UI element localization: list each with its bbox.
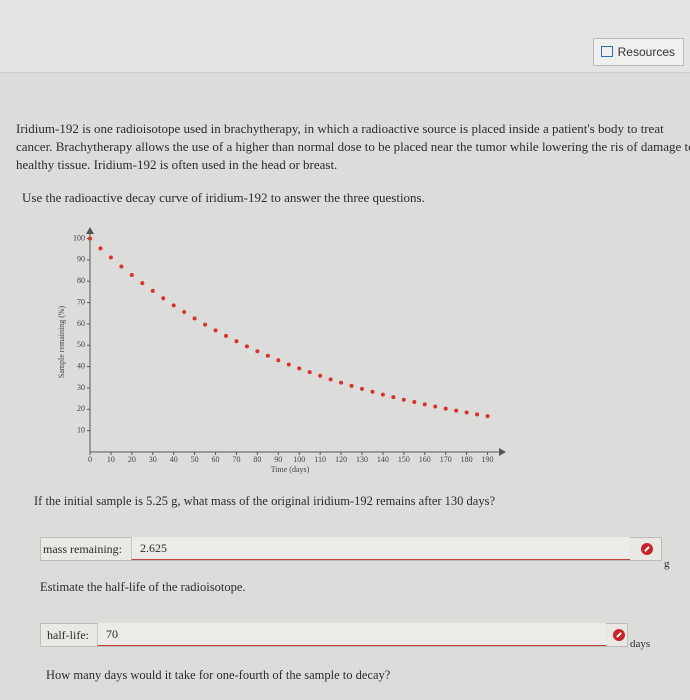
x-tick-label: 70 — [232, 455, 240, 464]
y-tick-label: 70 — [77, 297, 85, 306]
data-point — [234, 339, 239, 344]
x-tick-label: 140 — [377, 455, 389, 464]
question-3: How many days would it take for one-four… — [46, 668, 391, 682]
instruction: Use the radioactive decay curve of iridi… — [22, 190, 425, 205]
data-point — [161, 296, 166, 301]
y-tick-label: 80 — [77, 276, 85, 285]
x-tick-label: 110 — [314, 455, 326, 464]
unit: days — [630, 638, 651, 650]
data-point — [182, 309, 187, 314]
data-point — [328, 377, 333, 382]
x-axis-label: Time (days) — [271, 465, 310, 474]
data-point — [433, 404, 438, 409]
data-point — [318, 373, 323, 378]
data-point — [401, 397, 406, 402]
x-tick-label: 130 — [356, 455, 368, 464]
x-tick-label: 120 — [335, 455, 347, 464]
question-1: If the initial sample is 5.25 g, what ma… — [34, 494, 496, 508]
top-bar: Resources — [0, 0, 690, 73]
data-point — [88, 236, 92, 241]
answer-2: half-life: 70 — [40, 623, 628, 647]
question-2: Estimate the half-life of the radioisoto… — [40, 580, 246, 594]
y-axis-label: Sample remaining (%) — [57, 305, 66, 378]
x-tick-label: 160 — [419, 455, 431, 464]
data-point — [150, 288, 155, 293]
y-tick-label: 100 — [73, 233, 85, 242]
data-point — [244, 344, 249, 349]
data-point — [140, 281, 145, 286]
y-tick-label: 30 — [77, 383, 85, 392]
data-point — [475, 412, 480, 417]
data-point — [339, 380, 344, 385]
x-tick-label: 30 — [149, 455, 157, 464]
data-point — [276, 358, 281, 363]
x-tick-label: 170 — [440, 455, 452, 464]
data-point — [391, 395, 396, 400]
y-tick-label: 40 — [77, 361, 85, 370]
data-point — [422, 402, 427, 407]
data-point — [108, 255, 113, 260]
y-tick-label: 10 — [77, 425, 85, 434]
answer-label: mass remaining: — [43, 542, 122, 556]
x-tick-label: 60 — [212, 455, 220, 464]
x-tick-label: 40 — [170, 455, 178, 464]
x-tick-label: 20 — [128, 455, 136, 464]
answer-1: mass remaining: 2.625 — [40, 537, 662, 561]
data-point — [98, 246, 103, 251]
x-tick-label: 180 — [461, 455, 473, 464]
y-tick-label: 90 — [77, 255, 85, 264]
y-tick-label: 20 — [77, 404, 85, 413]
data-point — [129, 273, 134, 278]
data-point — [370, 389, 375, 394]
data-point — [297, 366, 302, 371]
data-point — [255, 349, 260, 354]
unit: g — [664, 558, 670, 570]
x-tick-label: 100 — [293, 455, 305, 464]
x-tick-label: 50 — [191, 455, 199, 464]
data-point — [454, 408, 459, 413]
x-tick-label: 80 — [253, 455, 261, 464]
data-point — [171, 303, 176, 308]
x-tick-label: 90 — [274, 455, 282, 464]
answer-label: half-life: — [47, 628, 89, 642]
x-tick-label: 0 — [88, 455, 92, 464]
data-point — [307, 370, 312, 375]
data-point — [464, 410, 469, 415]
resources-button[interactable]: Resources — [592, 38, 684, 66]
x-arrow — [499, 448, 506, 456]
y-arrow — [86, 227, 94, 234]
answer-input[interactable]: 70 — [97, 623, 606, 646]
data-point — [213, 328, 218, 333]
data-point — [349, 383, 354, 388]
data-point — [265, 353, 270, 358]
y-tick-label: 50 — [77, 340, 85, 349]
chart: Time (days) Sample remaining (%) 0 10 20 30… — [57, 227, 506, 474]
answer-input[interactable]: 2.625 — [131, 537, 630, 560]
data-point — [286, 362, 291, 367]
x-tick-label: 10 — [107, 455, 115, 464]
data-point — [224, 333, 228, 338]
x-tick-label: 190 — [482, 455, 494, 464]
intro-text: Iridium-192 is one radioisotope used in … — [16, 121, 690, 172]
data-point — [203, 322, 208, 327]
data-point — [119, 264, 124, 269]
data-point — [485, 414, 490, 419]
error-icon — [613, 629, 625, 641]
data-point — [412, 400, 417, 405]
error-icon — [641, 543, 653, 555]
x-tick-label: 150 — [398, 455, 410, 464]
y-tick-label: 60 — [77, 319, 85, 328]
data-point — [443, 406, 448, 411]
data-point — [360, 386, 364, 391]
data-point — [380, 392, 385, 397]
data-point — [192, 316, 197, 321]
